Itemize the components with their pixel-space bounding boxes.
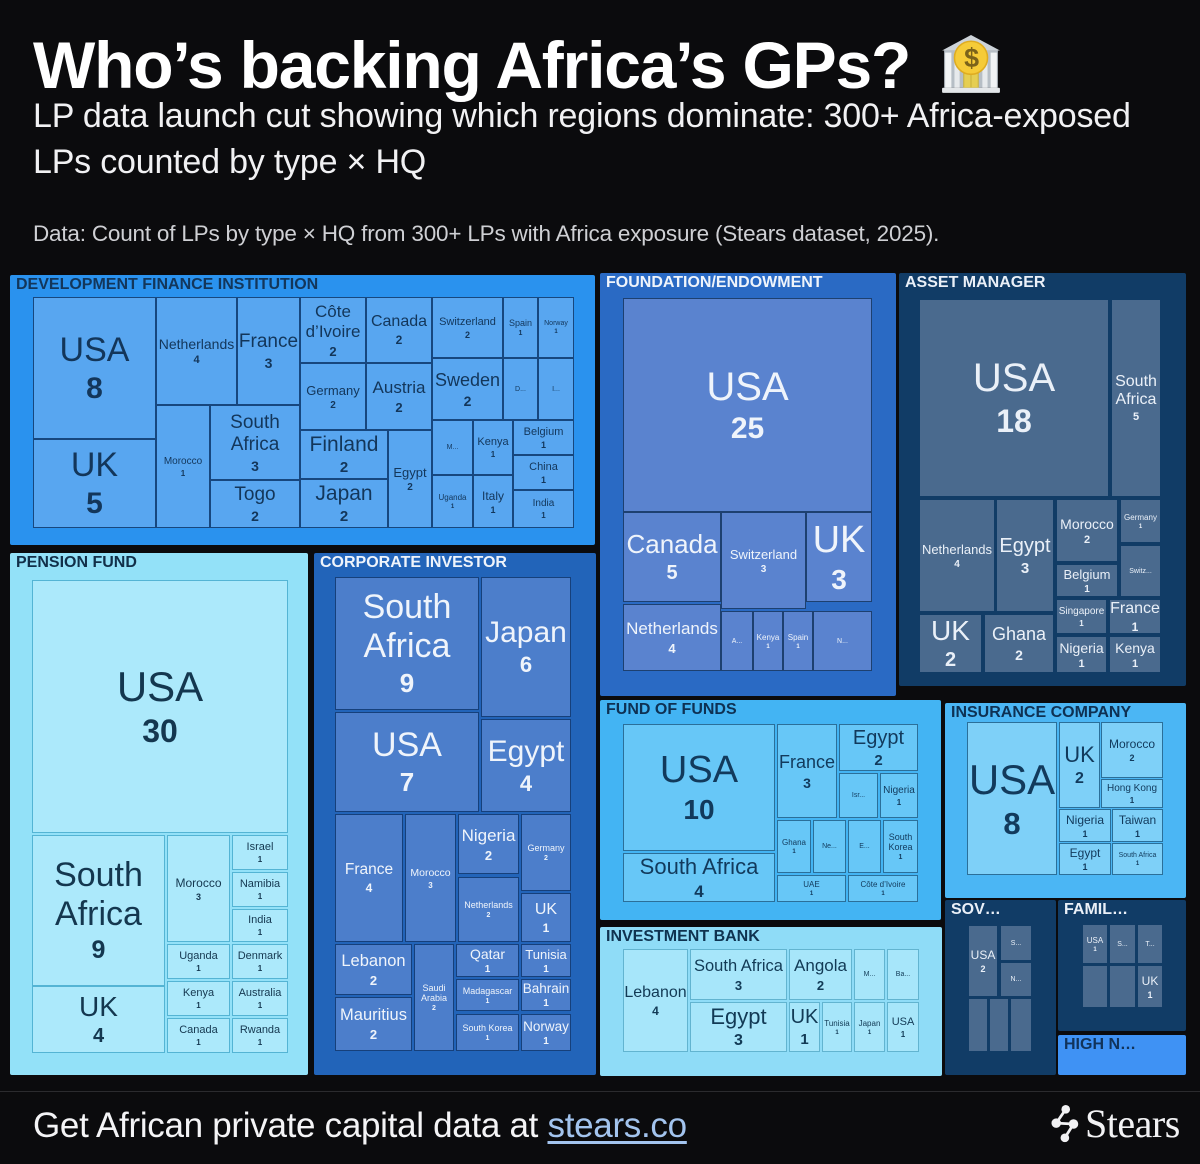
svg-text:$: $ xyxy=(964,43,979,73)
